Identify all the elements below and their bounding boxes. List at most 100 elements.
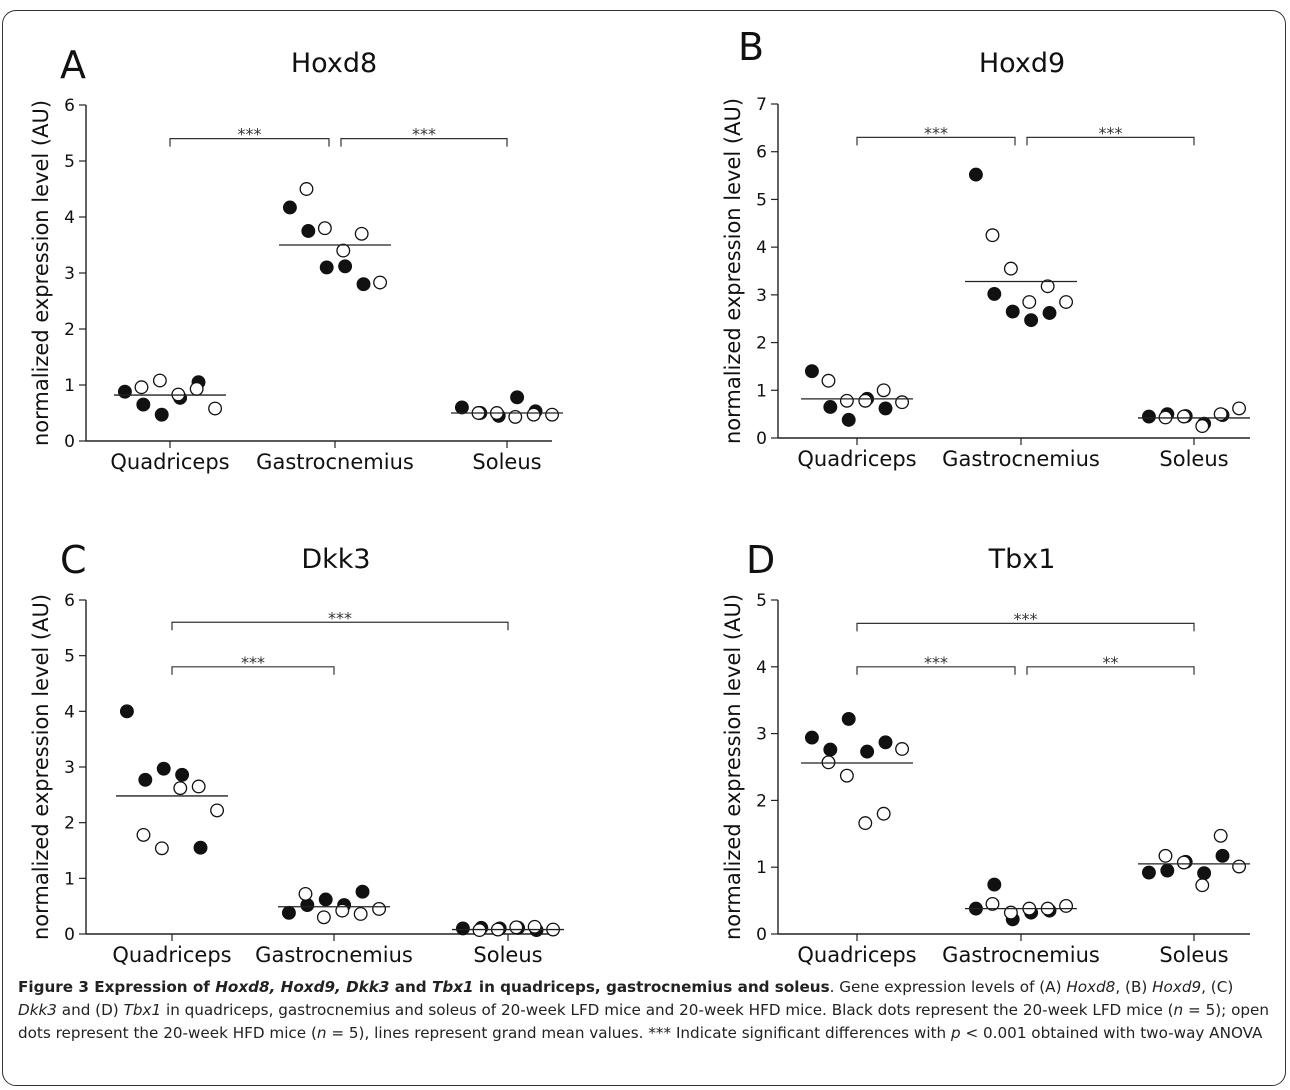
lfd-point xyxy=(455,921,470,936)
y-tick-label: 0 xyxy=(64,432,75,452)
lfd-point xyxy=(136,397,151,412)
significance-label: *** xyxy=(412,125,436,144)
hfd-point xyxy=(316,910,331,925)
y-tick-label: 5 xyxy=(64,152,75,172)
figure-panels: A Hoxd8 normalized expression level (AU) 0 1… xyxy=(29,25,1250,967)
y-axis-label: normalized expression level (AU) xyxy=(29,594,53,940)
caption-text: = 5); open dots represent the 20-week HF… xyxy=(18,1001,1270,1042)
x-tick-label: Quadriceps xyxy=(110,450,229,474)
hfd-point xyxy=(1059,295,1074,309)
y-tick-label: 2 xyxy=(64,814,75,834)
hfd-point xyxy=(299,182,314,196)
x-tick-label: Soleus xyxy=(1159,447,1228,471)
y-tick-label: 4 xyxy=(64,702,75,722)
hfd-point xyxy=(210,803,225,818)
y-tick-label: 2 xyxy=(756,334,767,354)
hfd-point xyxy=(1195,878,1210,893)
hfd-point xyxy=(154,841,169,856)
lfd-point xyxy=(1141,409,1156,424)
lfd-point xyxy=(841,711,856,726)
y-tick-label: 3 xyxy=(756,725,767,745)
hfd-point xyxy=(189,381,204,396)
caption-title-pre: Expression of xyxy=(94,978,216,996)
y-tick-label: 7 xyxy=(756,95,767,115)
x-tick-label: Gastrocnemius xyxy=(256,450,414,474)
figure-frame xyxy=(2,10,1286,1086)
lfd-point xyxy=(1005,304,1020,319)
significance-bracket xyxy=(856,622,1195,632)
lfd-point xyxy=(823,400,838,414)
hfd-point xyxy=(373,275,388,290)
significance-label: *** xyxy=(924,123,948,142)
lfd-point xyxy=(282,200,297,215)
caption-gene: Hoxd8 xyxy=(1066,978,1116,996)
caption-gene: Hoxd9 xyxy=(1152,978,1202,996)
caption-title-genes: Hoxd8, Hoxd9, Dkk3 xyxy=(215,978,390,996)
hfd-point xyxy=(1213,828,1228,843)
y-tick-label: 1 xyxy=(756,858,767,878)
y-tick-label: 6 xyxy=(64,591,75,611)
lfd-point xyxy=(338,259,353,274)
lfd-point xyxy=(878,735,893,750)
lfd-point xyxy=(1024,313,1039,328)
caption-text: and (D) xyxy=(56,1001,124,1019)
hfd-point xyxy=(527,919,542,934)
panel-letter: D xyxy=(746,538,775,582)
y-tick-label: 0 xyxy=(756,429,767,449)
chart-title: Tbx1 xyxy=(988,544,1056,575)
lfd-point xyxy=(987,286,1002,301)
lfd-point xyxy=(281,905,296,920)
lfd-point xyxy=(156,761,171,776)
caption-title: Figure 3 Expression of Hoxd8, Hoxd9, Dkk… xyxy=(18,978,830,996)
x-tick-label: Soleus xyxy=(472,450,541,474)
lfd-point xyxy=(510,390,525,405)
significance-bracket xyxy=(1026,666,1195,675)
lfd-point xyxy=(154,407,169,422)
panel-b: B Hoxd9 normalized expression level (AU) 0 1… xyxy=(721,25,1250,471)
y-tick-label: 3 xyxy=(756,286,767,306)
hfd-point xyxy=(1040,279,1055,294)
hfd-point xyxy=(1022,295,1037,309)
significance-label: ** xyxy=(1103,653,1119,672)
y-tick-label: 0 xyxy=(64,925,75,945)
caption-gene: Tbx1 xyxy=(123,1001,162,1019)
caption-title-and: and xyxy=(389,978,432,996)
significance-label: *** xyxy=(1099,123,1123,142)
hfd-point xyxy=(136,827,151,842)
lfd-point xyxy=(119,704,134,719)
y-tick-label: 5 xyxy=(756,591,767,611)
significance-bracket xyxy=(856,136,1016,146)
hfd-point xyxy=(545,407,560,422)
hfd-point xyxy=(317,221,332,236)
caption-text: in quadriceps, gastrocnemius and soleus … xyxy=(161,1001,1174,1019)
lfd-point xyxy=(1141,865,1156,880)
y-tick-label: 4 xyxy=(756,658,767,678)
hfd-point xyxy=(1003,261,1018,276)
hfd-point xyxy=(876,806,891,821)
panel-letter: C xyxy=(60,538,87,582)
lfd-point xyxy=(454,400,469,415)
hfd-point xyxy=(354,226,369,241)
caption-text: < 0.001 obtained with two-way ANOVA xyxy=(960,1024,1263,1042)
hfd-point xyxy=(1195,419,1210,434)
lfd-point xyxy=(878,401,893,416)
hfd-point xyxy=(508,409,523,424)
hfd-point xyxy=(821,755,836,770)
hfd-point xyxy=(895,395,910,410)
lfd-point xyxy=(117,384,132,399)
hfd-point xyxy=(839,768,854,783)
lfd-point xyxy=(356,277,371,292)
y-tick-label: 5 xyxy=(756,190,767,210)
hfd-point xyxy=(335,903,350,918)
y-axis-label: normalized expression level (AU) xyxy=(721,98,745,444)
chart-title: Hoxd9 xyxy=(979,48,1065,79)
hfd-point xyxy=(152,373,167,388)
x-tick-label: Gastrocnemius xyxy=(942,943,1100,967)
significance-bracket xyxy=(340,138,508,147)
lfd-point xyxy=(1197,866,1212,881)
caption-text: = 5), lines represent grand mean values.… xyxy=(326,1024,951,1042)
x-tick-label: Gastrocnemius xyxy=(255,943,413,967)
hfd-point xyxy=(509,920,524,935)
x-tick-label: Soleus xyxy=(1159,943,1228,967)
chart-title: Dkk3 xyxy=(301,544,370,575)
